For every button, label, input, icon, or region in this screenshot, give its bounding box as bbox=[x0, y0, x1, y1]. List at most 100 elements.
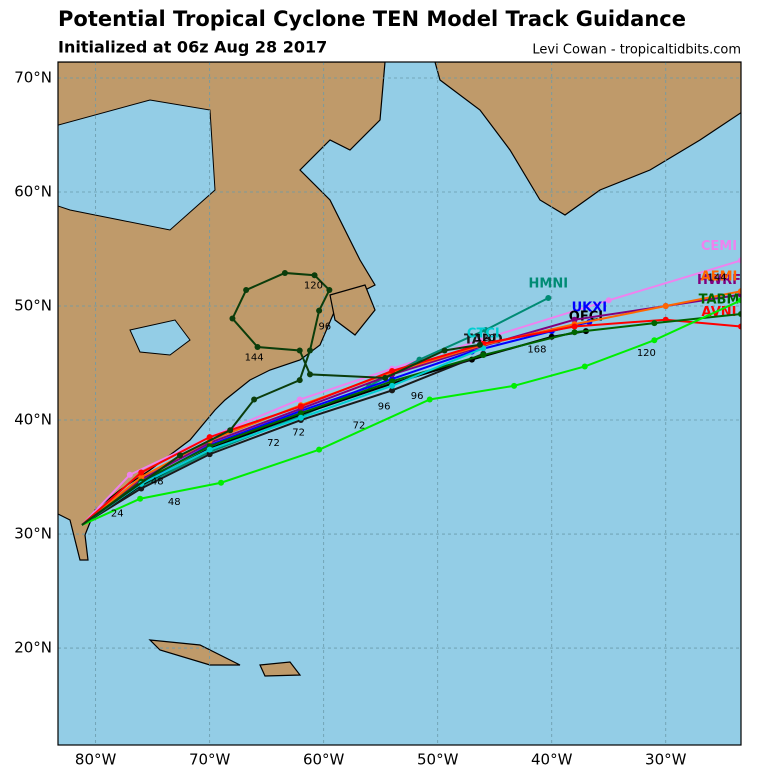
forecast-hour: 96 bbox=[411, 391, 424, 402]
track-point bbox=[251, 396, 258, 403]
greenland bbox=[434, 62, 741, 216]
track bbox=[81, 352, 484, 526]
track-point bbox=[738, 257, 741, 264]
track-point bbox=[571, 316, 578, 323]
hudson-bay bbox=[58, 99, 216, 231]
track-point bbox=[389, 368, 396, 375]
track-point bbox=[296, 347, 303, 354]
forecast-hour: 168 bbox=[527, 344, 546, 355]
track-label: HMNI bbox=[529, 277, 569, 292]
forecast-hour: 144 bbox=[708, 273, 727, 284]
forecast-hour: 72 bbox=[292, 428, 305, 439]
hispaniola bbox=[259, 661, 302, 677]
track-point bbox=[227, 427, 234, 434]
track-point bbox=[297, 410, 304, 417]
track-point bbox=[296, 377, 303, 384]
forecast-hour: 96 bbox=[318, 322, 331, 333]
track-point bbox=[511, 382, 518, 389]
forecast-hour: 120 bbox=[304, 280, 323, 291]
track-point bbox=[177, 452, 184, 459]
great-lakes bbox=[129, 319, 191, 356]
track-point bbox=[738, 310, 741, 317]
track-point bbox=[389, 382, 396, 389]
track-point bbox=[389, 378, 396, 385]
track-point bbox=[206, 451, 213, 458]
x-tick-label: 60°W bbox=[303, 751, 345, 768]
track-point bbox=[218, 479, 225, 486]
track-point bbox=[316, 307, 323, 314]
cuba bbox=[148, 639, 241, 666]
track-point bbox=[206, 446, 213, 453]
track-point bbox=[389, 387, 396, 394]
track-point bbox=[441, 347, 448, 354]
track-point bbox=[254, 344, 261, 351]
track-point bbox=[545, 295, 552, 302]
y-tick-label: 20°N bbox=[14, 639, 52, 657]
track-point bbox=[316, 446, 323, 453]
credit: Levi Cowan - tropicaltidbits.com bbox=[532, 43, 741, 58]
track-point bbox=[297, 403, 304, 410]
forecast-hour: 48 bbox=[151, 477, 164, 488]
track-point bbox=[138, 474, 145, 481]
track-point bbox=[138, 469, 145, 476]
track-point bbox=[126, 471, 133, 478]
track bbox=[81, 259, 741, 526]
track-point bbox=[605, 297, 612, 304]
y-tick-label: 40°N bbox=[14, 411, 52, 429]
track-point bbox=[306, 371, 313, 378]
track-point bbox=[281, 269, 288, 276]
track-point bbox=[206, 434, 213, 441]
tracks: CEMIHMNIUKXIOFCITABDHWRFAEMIAVNITABMCTCI… bbox=[58, 62, 741, 745]
plot-frame bbox=[57, 61, 742, 746]
track-point bbox=[382, 374, 389, 381]
track-point bbox=[571, 323, 578, 330]
forecast-hour: 144 bbox=[245, 352, 264, 363]
track-point bbox=[482, 326, 489, 333]
x-tick-label: 70°W bbox=[189, 751, 231, 768]
x-tick-label: 80°W bbox=[75, 751, 117, 768]
forecast-hour: 120 bbox=[637, 348, 656, 359]
y-tick-label: 60°N bbox=[14, 182, 52, 200]
track-label: TABM bbox=[699, 292, 740, 307]
track-label: CTCI bbox=[467, 327, 500, 342]
track-label: HWRF bbox=[697, 273, 741, 288]
x-tick-label: 30°W bbox=[645, 751, 687, 768]
newfoundland bbox=[329, 284, 376, 336]
y-tick-label: 50°N bbox=[14, 297, 52, 315]
track-point bbox=[229, 315, 236, 322]
track-point bbox=[571, 329, 578, 336]
forecast-hour: 96 bbox=[378, 401, 391, 412]
forecast-hour: 72 bbox=[267, 438, 280, 449]
track-point bbox=[306, 347, 313, 354]
track-label: CEMI bbox=[701, 239, 737, 254]
x-tick-label: 40°W bbox=[531, 751, 573, 768]
track-point bbox=[738, 288, 741, 295]
track-point bbox=[138, 485, 145, 492]
forecast-hour: 120 bbox=[476, 333, 495, 344]
track-point bbox=[297, 414, 304, 421]
forecast-hour: 72 bbox=[353, 421, 366, 432]
track-point bbox=[476, 341, 483, 348]
map-base bbox=[58, 62, 741, 745]
track-point bbox=[426, 396, 433, 403]
track-point bbox=[651, 337, 658, 344]
track-label: UKXI bbox=[572, 300, 608, 315]
y-tick-label: 70°N bbox=[14, 68, 52, 86]
track-point bbox=[581, 363, 588, 370]
track-point bbox=[651, 320, 658, 327]
forecast-hour: 24 bbox=[111, 509, 124, 520]
track-point bbox=[738, 297, 741, 304]
subtitle: Initialized at 06z Aug 28 2017 bbox=[58, 38, 327, 57]
track bbox=[81, 271, 481, 526]
track-point bbox=[480, 352, 487, 359]
forecast-hour: 48 bbox=[168, 497, 181, 508]
track-point bbox=[326, 287, 333, 294]
track-label: AEMI bbox=[701, 270, 738, 285]
track-point bbox=[311, 272, 318, 279]
track-point bbox=[243, 287, 250, 294]
y-tick-label: 30°N bbox=[14, 525, 52, 543]
track-point bbox=[738, 323, 741, 330]
track-point bbox=[137, 495, 144, 502]
x-tick-label: 50°W bbox=[417, 751, 459, 768]
